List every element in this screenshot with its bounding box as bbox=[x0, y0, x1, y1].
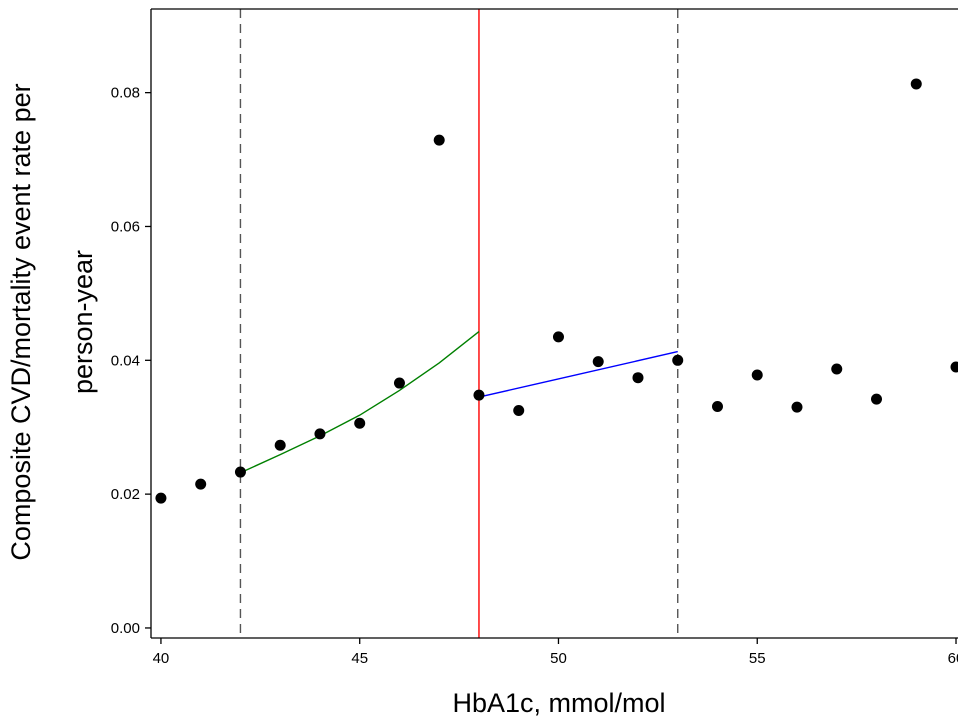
y-axis-title-line-1: Composite CVD/mortality event rate per bbox=[6, 83, 36, 560]
data-point-3 bbox=[274, 439, 286, 451]
y-axis-title-line-2: person-year bbox=[68, 250, 98, 394]
reference-lines bbox=[239, 9, 679, 638]
x-tick-label-3: 55 bbox=[749, 650, 766, 667]
axes bbox=[150, 8, 958, 639]
data-point-9 bbox=[513, 404, 525, 416]
data-point-20 bbox=[950, 361, 958, 373]
x-tick-label-0: 40 bbox=[153, 650, 170, 667]
data-point-6 bbox=[393, 377, 405, 389]
y-tick-label-0: 0.00 bbox=[111, 620, 140, 637]
data-point-8 bbox=[473, 389, 485, 401]
y-tick-label-4: 0.08 bbox=[111, 85, 140, 102]
y-axis-title: Composite CVD/mortality event rate per p… bbox=[6, 83, 98, 560]
data-point-4 bbox=[314, 428, 326, 440]
x-tick-label-4: 60 bbox=[948, 650, 958, 667]
x-axis-ticks: 40 45 50 55 60 bbox=[153, 638, 958, 667]
y-axis-ticks: 0.00 0.02 0.04 0.06 0.08 bbox=[111, 85, 151, 637]
data-point-5 bbox=[354, 417, 366, 429]
y-tick-label-1: 0.02 bbox=[111, 486, 140, 503]
fit-line-0 bbox=[240, 330, 480, 474]
data-point-17 bbox=[831, 363, 843, 375]
data-point-14 bbox=[711, 400, 723, 412]
data-point-7 bbox=[433, 134, 445, 146]
x-axis-title: HbA1c, mmol/mol bbox=[452, 688, 665, 718]
x-tick-label-2: 50 bbox=[550, 650, 567, 667]
fit-line-1 bbox=[478, 350, 678, 398]
data-point-1 bbox=[195, 478, 207, 490]
data-point-16 bbox=[791, 401, 803, 413]
y-tick-label-2: 0.04 bbox=[111, 352, 140, 369]
data-point-18 bbox=[871, 393, 883, 405]
y-tick-label-3: 0.06 bbox=[111, 218, 140, 235]
data-point-10 bbox=[552, 331, 564, 343]
data-points bbox=[155, 78, 958, 504]
data-point-11 bbox=[592, 356, 604, 368]
data-point-0 bbox=[155, 492, 167, 504]
data-point-15 bbox=[751, 369, 763, 381]
data-point-2 bbox=[234, 466, 246, 478]
fit-lines bbox=[240, 330, 678, 474]
x-tick-label-1: 45 bbox=[351, 650, 368, 667]
data-point-12 bbox=[632, 372, 644, 384]
data-point-13 bbox=[672, 354, 684, 366]
data-point-19 bbox=[910, 78, 922, 90]
